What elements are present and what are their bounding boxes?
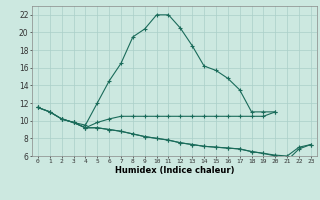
X-axis label: Humidex (Indice chaleur): Humidex (Indice chaleur) — [115, 166, 234, 175]
